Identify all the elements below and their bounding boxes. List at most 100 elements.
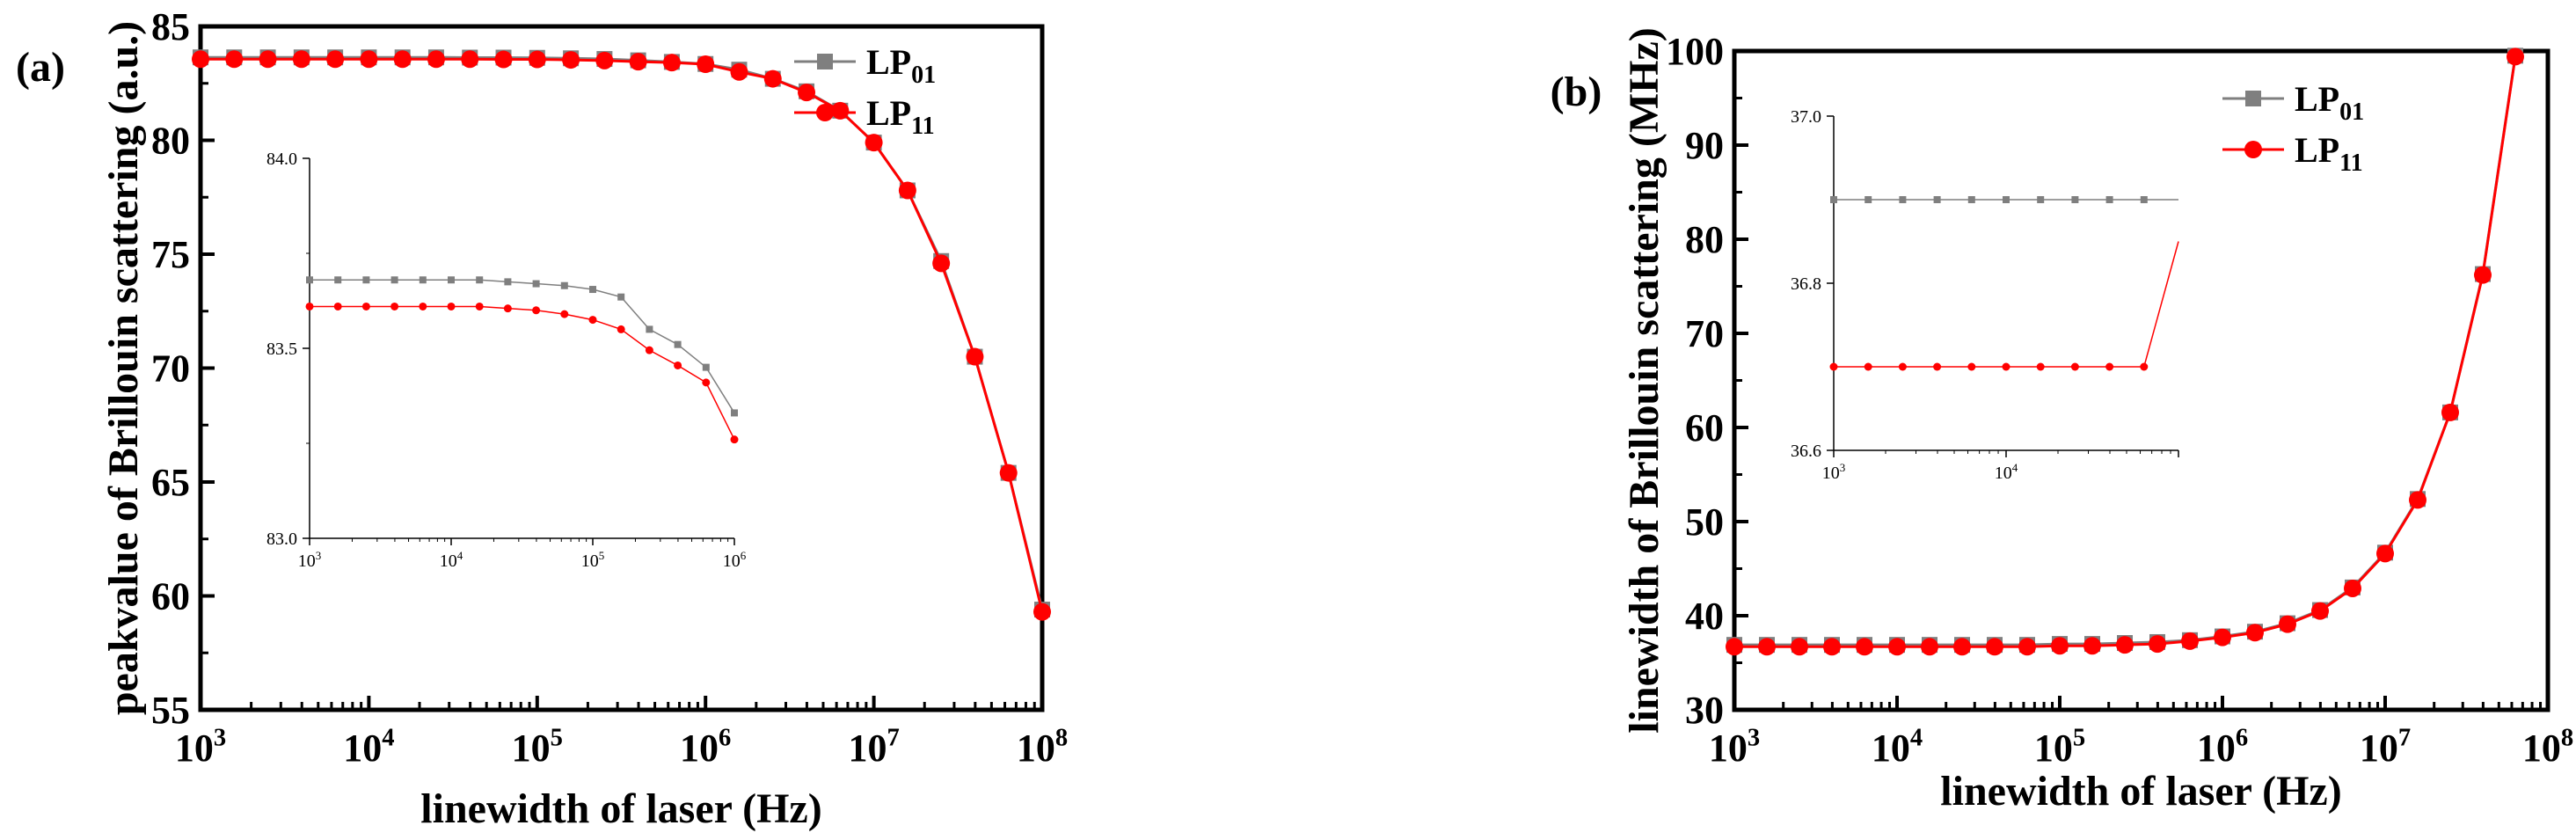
data-point <box>461 50 479 69</box>
data-point <box>1033 603 1051 621</box>
data-point <box>259 50 277 69</box>
series-line <box>1734 56 2517 648</box>
x-tick-label: 104 <box>1872 724 1923 770</box>
y-axis-title: linewidth of Brillouin scattering (MHz) <box>1621 27 1667 734</box>
data-point <box>898 181 916 200</box>
inset-data-point <box>617 293 625 301</box>
legend-label-sub: 11 <box>911 113 934 140</box>
inset-data-point <box>645 346 653 354</box>
inset-x-tick-label-exp: 6 <box>741 549 747 562</box>
legend-label-name: LP <box>866 93 911 133</box>
x-tick-label-base: 10 <box>1872 727 1910 770</box>
data-point <box>1856 638 1874 656</box>
inset-data-point <box>560 310 569 318</box>
inset-x-tick-label: 106 <box>723 549 747 571</box>
legend-label: LP01 <box>866 42 936 89</box>
series-LP01 <box>1726 47 2523 654</box>
x-tick-label-base: 10 <box>2360 727 2398 770</box>
inset-data-point <box>646 325 653 333</box>
data-point <box>2311 602 2329 620</box>
x-tick-label: 104 <box>343 724 394 770</box>
data-point <box>662 54 681 72</box>
legend-marker <box>817 54 833 69</box>
data-point <box>562 51 580 69</box>
panel-b-chart: 103 104 105 106 107 10830405060708090100linew… <box>1551 27 2573 814</box>
data-point <box>1986 638 2004 656</box>
y-tick-label: 50 <box>1685 500 1724 544</box>
data-point <box>2474 266 2492 284</box>
x-tick-label-exp: 7 <box>2398 724 2411 751</box>
data-point <box>1822 638 1841 656</box>
data-point <box>763 69 782 88</box>
y-tick-label: 70 <box>151 347 190 391</box>
inset-data-point <box>731 409 738 417</box>
inset-data-point <box>305 302 314 310</box>
y-tick-label: 60 <box>151 575 190 618</box>
data-point <box>697 55 715 73</box>
inset-data-point <box>447 302 456 310</box>
x-tick-label-exp: 5 <box>551 724 563 751</box>
y-tick-label: 70 <box>1685 312 1724 355</box>
y-tick-label: 30 <box>1685 689 1724 732</box>
y-tick-label: 55 <box>151 689 190 732</box>
x-tick-label-exp: 8 <box>1055 724 1068 751</box>
data-point <box>2051 637 2069 655</box>
legend-label-sub: 01 <box>911 62 936 89</box>
inset-x-tick-label-exp: 4 <box>457 549 463 562</box>
y-tick-label: 65 <box>151 461 190 504</box>
data-point <box>1953 638 1972 656</box>
legend-label-name: LP <box>866 42 911 82</box>
inset-data-point <box>2140 196 2148 203</box>
inset-series-LP01 <box>1830 196 2178 203</box>
inset-data-point <box>333 302 342 310</box>
data-point <box>2441 403 2459 421</box>
inset-series-line <box>310 305 735 441</box>
inset-data-point <box>702 378 711 387</box>
x-tick-label-base: 10 <box>2522 727 2561 770</box>
inset-data-point <box>2071 196 2079 203</box>
x-tick-label-exp: 6 <box>2236 724 2248 751</box>
y-tick-label: 75 <box>151 233 190 276</box>
data-point <box>2149 635 2166 654</box>
inset-series-LP01 <box>306 276 738 417</box>
inset-data-point <box>390 276 398 284</box>
panel-a-chart: 103 104 105 106 107 10855606570758085linewidt… <box>16 5 1068 832</box>
series-LP11 <box>1726 47 2524 656</box>
inset-y-tick-label: 84.0 <box>266 150 297 169</box>
data-point <box>831 101 850 120</box>
inset-data-point <box>2140 362 2149 371</box>
data-point <box>999 464 1018 482</box>
legend-label: LP01 <box>2295 79 2364 126</box>
x-tick-label-base: 10 <box>848 727 887 770</box>
x-tick-label-exp: 3 <box>1748 724 1760 751</box>
y-tick-label: 100 <box>1666 30 1724 73</box>
x-tick-label-exp: 4 <box>382 724 394 751</box>
data-point <box>2409 491 2426 509</box>
inset-data-point <box>2105 362 2114 371</box>
inset-x-tick-label: 104 <box>1995 461 2018 483</box>
x-tick-label: 107 <box>2360 724 2411 770</box>
inset-y-tick-label: 83.5 <box>266 340 297 359</box>
x-tick-label: 103 <box>1709 724 1760 770</box>
x-tick-label-exp: 8 <box>2561 724 2573 751</box>
inset-data-point <box>1933 362 1942 371</box>
data-point <box>360 50 378 69</box>
inset-data-point <box>674 361 682 369</box>
inset-series-line <box>310 279 735 413</box>
inset-x-tick-label-base: 10 <box>723 551 741 571</box>
inset-data-point <box>2002 362 2010 371</box>
inset-data-point <box>503 304 512 313</box>
x-tick-label: 105 <box>512 724 563 770</box>
inset-x-tick-label-base: 10 <box>298 551 316 571</box>
inset-series-LP11 <box>305 302 739 444</box>
inset-x-tick-label-exp: 3 <box>316 549 322 562</box>
inset-data-point <box>1967 362 1976 371</box>
data-point <box>629 53 647 71</box>
inset-data-point <box>419 276 427 284</box>
inset-x-tick-label: 105 <box>581 549 605 571</box>
inset-data-point <box>361 302 370 310</box>
data-point <box>2507 47 2524 66</box>
data-point <box>1758 638 1777 656</box>
